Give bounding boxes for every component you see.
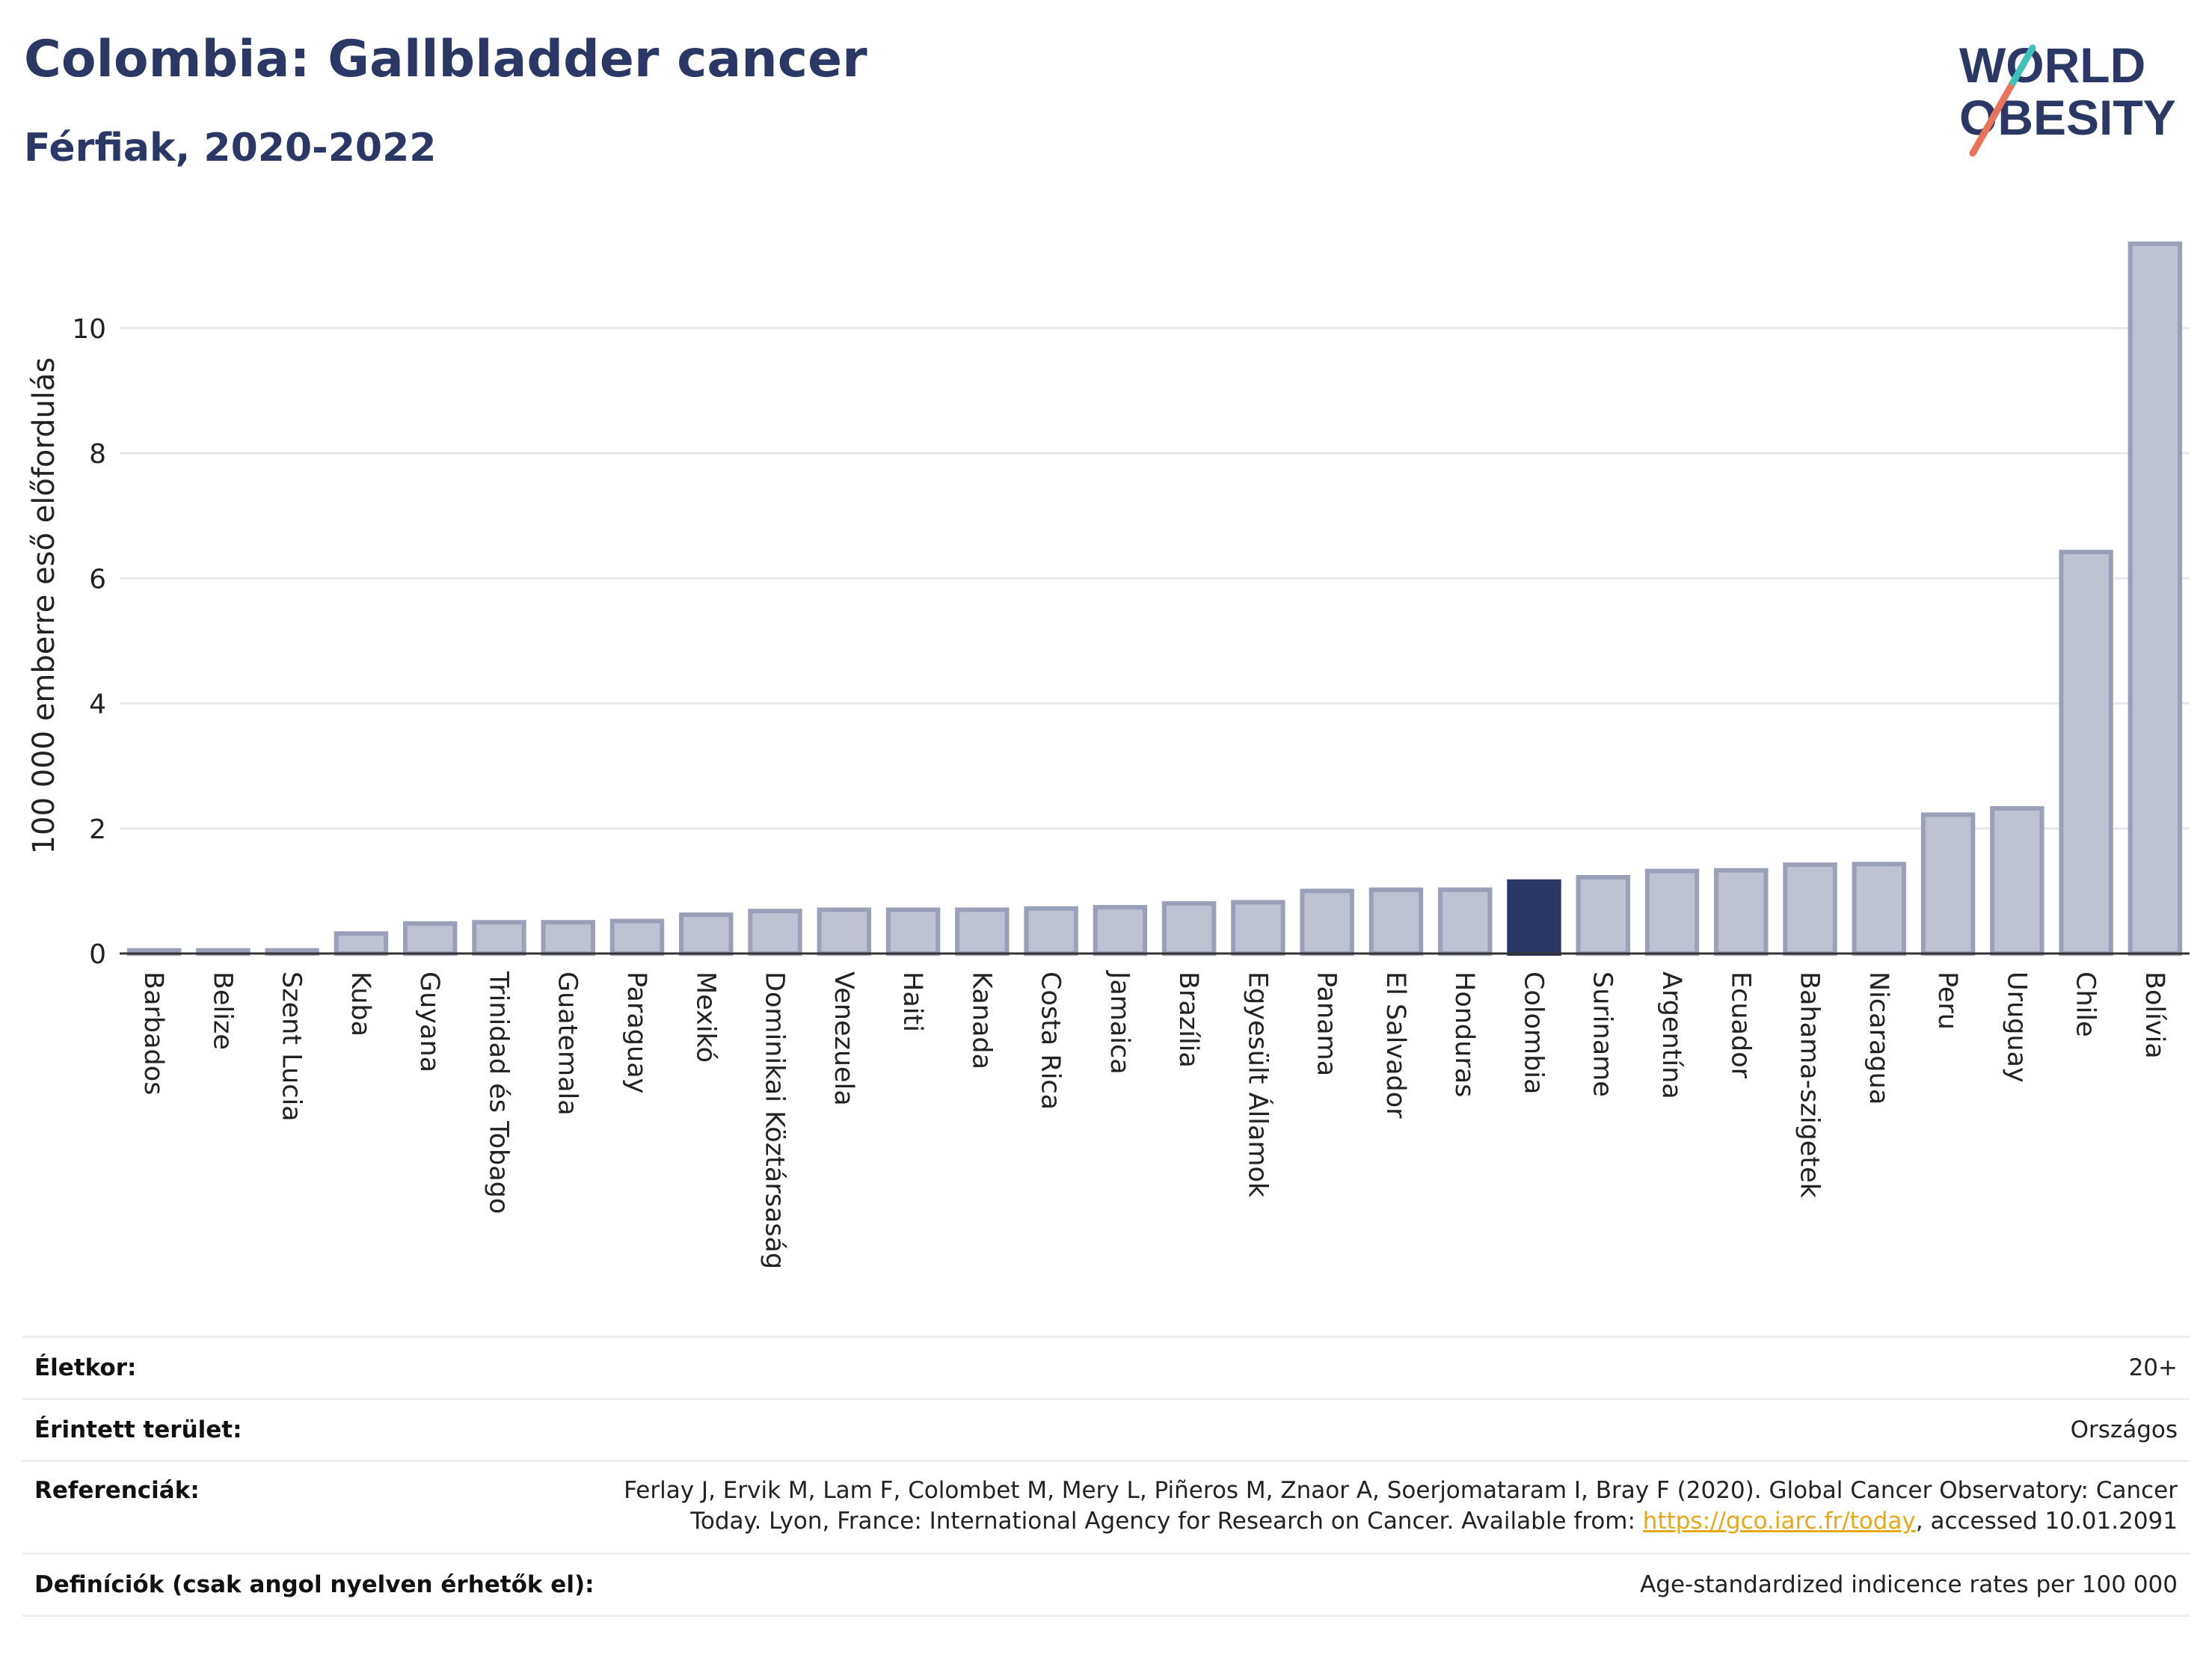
chart-subtitle: Férfiak, 2020-2022	[24, 126, 437, 171]
bar	[1231, 900, 1285, 956]
bar	[1300, 888, 1354, 956]
chart-title: Colombia: Gallbladder cancer	[24, 30, 867, 89]
x-tick-label: Kuba	[345, 971, 375, 1037]
bar	[817, 907, 872, 957]
bar	[955, 907, 1010, 957]
definitions-label: Definíciók (csak angol nyelven érhetők e…	[34, 1570, 595, 1598]
bar	[609, 918, 665, 956]
x-tick-label: Egyesült Államok	[1242, 971, 1274, 1198]
bar	[1368, 887, 1424, 957]
y-tick-label: 0	[89, 939, 106, 970]
x-tick-label: Colombia	[1518, 971, 1548, 1094]
reference-text-1: Ferlay J, Ervik M, Lam F, Colombet M, Me…	[624, 1477, 2178, 1504]
bar	[472, 920, 526, 957]
age-value: 20+	[2128, 1354, 2178, 1381]
bar	[748, 909, 802, 957]
x-tick-label: Guyana	[414, 971, 444, 1072]
x-tick-label: Uruguay	[2001, 971, 2031, 1083]
bar	[2127, 241, 2183, 957]
bar	[1783, 862, 1837, 957]
x-tick-label: Kanada	[966, 971, 996, 1069]
info-row-definitions: Definíciók (csak angol nyelven érhetők e…	[22, 1553, 2190, 1617]
x-tick-label: Bolívia	[2139, 971, 2169, 1059]
y-tick-label: 2	[89, 814, 106, 845]
x-tick-label: Bahama-szigetek	[1795, 971, 1825, 1199]
bar	[334, 931, 389, 956]
reference-text-2: Today. Lyon, France: International Agenc…	[690, 1508, 1643, 1535]
references-label: Referenciák:	[34, 1477, 200, 1504]
info-row-area: Érintett terület: Országos	[22, 1398, 2190, 1460]
x-tick-label: Mexikó	[690, 971, 720, 1063]
bar	[1852, 862, 1907, 956]
bar	[1024, 906, 1078, 956]
info-row-references: Referenciák: Ferlay J, Ervik M, Lam F, C…	[22, 1460, 2190, 1553]
bar	[1714, 868, 1769, 956]
bar	[679, 912, 734, 956]
bar	[1161, 901, 1217, 956]
x-tick-label: Paraguay	[621, 971, 651, 1093]
logo-slash-red	[1969, 79, 2017, 157]
bar	[541, 920, 595, 957]
logo-slash-teal	[2009, 44, 2036, 86]
y-axis-label: 100 000 emberre eső előfordulás	[27, 357, 61, 855]
x-tick-label: Brazília	[1173, 971, 1203, 1068]
bar	[1507, 879, 1561, 956]
info-row-age: Életkor: 20+	[22, 1336, 2190, 1398]
world-obesity-logo: WORLD OBESITY	[1959, 37, 2176, 157]
x-tick-label: Szent Lucia	[277, 971, 307, 1122]
bar	[1644, 868, 1700, 957]
x-tick-label: Ecuador	[1725, 971, 1755, 1079]
x-tick-label: Argentína	[1656, 971, 1686, 1099]
y-tick-label: 4	[89, 690, 106, 720]
x-tick-label: Panama	[1312, 971, 1342, 1076]
bar	[1990, 806, 2044, 956]
x-tick-label: Barbados	[138, 971, 168, 1095]
area-label: Érintett terület:	[34, 1416, 242, 1443]
x-tick-label: Belize	[207, 971, 237, 1050]
x-tick-label: Venezuela	[829, 971, 858, 1106]
bar	[1437, 887, 1493, 957]
y-tick-label: 6	[89, 564, 106, 595]
x-tick-label: Costa Rica	[1036, 971, 1066, 1110]
x-tick-label: Peru	[1932, 971, 1962, 1030]
reference-text-3: , accessed 10.01.2091	[1915, 1508, 2178, 1535]
bar-chart: 0 2 4 6 8 10 100 000 emberre eső előfordulás Ba…	[27, 241, 2190, 1269]
x-tick-label: El Salvador	[1380, 971, 1410, 1119]
x-tick-label: Jamaica	[1105, 970, 1134, 1075]
x-tick-label: Suriname	[1588, 971, 1617, 1097]
references-value: Ferlay J, Ervik M, Lam F, Colombet M, Me…	[624, 1476, 2190, 1537]
logo-line1: WORLD	[1959, 37, 2145, 93]
y-tick-label: 10	[72, 314, 106, 345]
area-value: Országos	[2070, 1416, 2178, 1443]
bar	[402, 921, 458, 956]
bar	[1576, 874, 1630, 957]
x-tick-label: Haiti	[897, 971, 927, 1032]
info-table: Életkor: 20+ Érintett terület: Országos …	[22, 1336, 2190, 1617]
bar	[885, 907, 941, 957]
x-tick-label: Trinidad és Tobago	[483, 971, 513, 1214]
bar	[1920, 812, 1976, 956]
bar	[2059, 550, 2113, 956]
x-tick-label: Chile	[2071, 971, 2101, 1037]
y-tick-label: 8	[89, 439, 106, 470]
x-tick-label: Guatemala	[553, 971, 583, 1116]
definitions-value: Age-standardized indicence rates per 100…	[1640, 1570, 2178, 1598]
x-tick-label: Dominikai Köztársaság	[760, 971, 790, 1269]
x-tick-label: Nicaragua	[1864, 971, 1893, 1105]
x-tick-label: Honduras	[1449, 971, 1479, 1097]
reference-link[interactable]: https://gco.iarc.fr/today	[1642, 1508, 1916, 1535]
bar	[1093, 905, 1148, 957]
age-label: Életkor:	[34, 1354, 137, 1381]
